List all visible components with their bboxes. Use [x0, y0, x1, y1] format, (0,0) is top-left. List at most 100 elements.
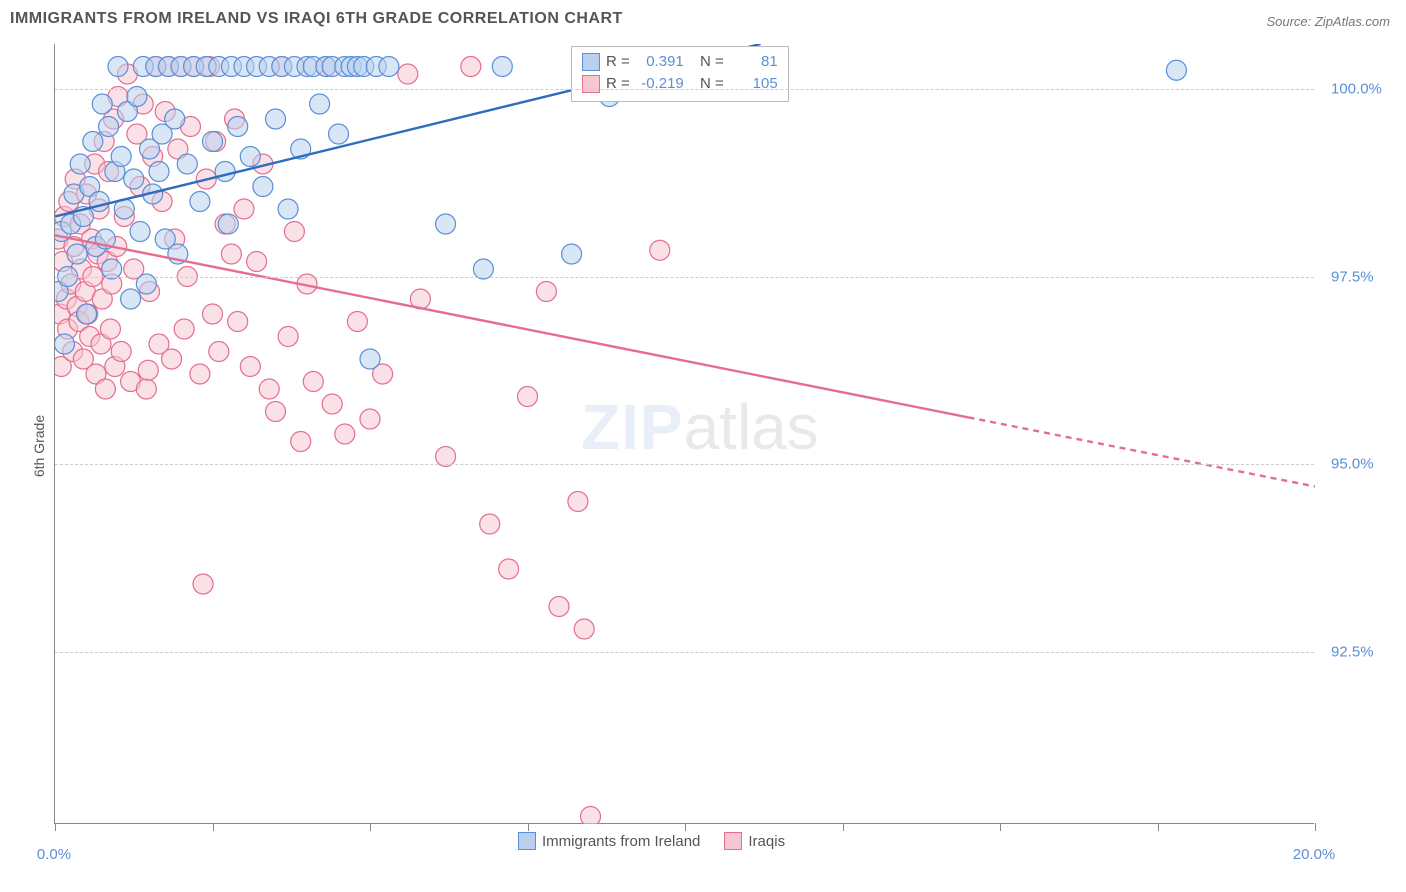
- point-series-a: [303, 57, 323, 77]
- point-series-b: [291, 432, 311, 452]
- point-series-b: [55, 229, 68, 249]
- point-series-b: [65, 169, 85, 189]
- point-series-a: [360, 349, 380, 369]
- point-series-b: [190, 364, 210, 384]
- point-series-b: [56, 289, 76, 309]
- point-series-a: [99, 117, 119, 137]
- point-series-a: [80, 177, 100, 197]
- point-series-b: [549, 597, 569, 617]
- x-tick: [1000, 823, 1001, 831]
- point-series-a: [228, 117, 248, 137]
- point-series-a: [73, 207, 93, 227]
- point-series-b: [184, 57, 204, 77]
- point-series-b: [136, 379, 156, 399]
- y-tick-label: 92.5%: [1331, 643, 1374, 660]
- point-series-b: [234, 199, 254, 219]
- point-series-b: [121, 372, 141, 392]
- trendline-series-b-dashed: [969, 417, 1316, 486]
- point-series-b: [480, 514, 500, 534]
- point-series-a: [86, 237, 106, 257]
- point-series-b: [55, 252, 73, 272]
- point-series-a: [354, 57, 374, 77]
- legend-label-b: Iraqis: [748, 833, 785, 850]
- point-series-b: [107, 237, 127, 257]
- point-series-b: [149, 334, 169, 354]
- point-series-b: [111, 342, 131, 362]
- source-name: ZipAtlas.com: [1315, 14, 1390, 29]
- point-series-a: [114, 199, 134, 219]
- point-series-a: [130, 222, 150, 242]
- point-series-b: [284, 222, 304, 242]
- point-series-b: [140, 282, 160, 302]
- gridline: [55, 464, 1314, 465]
- point-series-a: [436, 214, 456, 234]
- point-series-b: [55, 357, 71, 377]
- swatch-series-b: [582, 75, 600, 93]
- gridline: [55, 277, 1314, 278]
- y-axis-label: 6th Grade: [31, 415, 47, 477]
- point-series-a: [291, 139, 311, 159]
- point-series-a: [67, 244, 87, 264]
- swatch-series-b: [724, 832, 742, 850]
- point-series-b: [461, 57, 481, 77]
- point-series-a: [221, 57, 241, 77]
- point-series-b: [138, 360, 158, 380]
- point-series-b: [168, 139, 188, 159]
- point-series-a: [240, 147, 260, 167]
- x-tick: [528, 823, 529, 831]
- source-attribution: Source: ZipAtlas.com: [1266, 14, 1390, 29]
- point-series-a: [146, 57, 166, 77]
- point-series-b: [322, 394, 342, 414]
- point-series-a: [259, 57, 279, 77]
- point-series-b: [117, 64, 137, 84]
- x-tick-label: 0.0%: [37, 846, 71, 863]
- point-series-b: [155, 102, 175, 122]
- point-series-b: [146, 57, 166, 77]
- point-series-a: [297, 57, 317, 77]
- legend-item-b: Iraqis: [724, 832, 785, 850]
- point-series-b: [82, 229, 102, 249]
- point-series-a: [284, 57, 304, 77]
- point-series-b: [240, 357, 260, 377]
- point-series-b: [88, 244, 108, 264]
- point-series-a: [203, 132, 223, 152]
- point-series-b: [278, 327, 298, 347]
- point-series-a: [253, 177, 273, 197]
- point-series-b: [536, 282, 556, 302]
- point-series-b: [69, 312, 89, 332]
- gridline: [55, 89, 1314, 90]
- point-series-a: [184, 57, 204, 77]
- point-series-a: [190, 192, 210, 212]
- point-series-b: [225, 109, 245, 129]
- point-series-b: [174, 319, 194, 339]
- point-series-b: [59, 192, 79, 212]
- point-series-a: [155, 229, 175, 249]
- point-series-a: [83, 132, 103, 152]
- point-series-b: [180, 117, 200, 137]
- point-series-b: [228, 312, 248, 332]
- point-series-b: [91, 334, 111, 354]
- point-series-a: [95, 229, 115, 249]
- point-series-b: [410, 289, 430, 309]
- point-series-a: [266, 109, 286, 129]
- point-series-a: [55, 282, 68, 302]
- stat-a-n: 81: [730, 51, 778, 73]
- point-series-a: [89, 192, 109, 212]
- point-series-b: [143, 147, 163, 167]
- point-series-b: [266, 402, 286, 422]
- legend-item-a: Immigrants from Ireland: [518, 832, 700, 850]
- point-series-a: [152, 124, 172, 144]
- point-series-a: [247, 57, 267, 77]
- point-series-a: [562, 244, 582, 264]
- point-series-b: [253, 154, 273, 174]
- stats-box: R = 0.391 N = 81 R = -0.219 N = 105: [571, 46, 789, 102]
- point-series-a: [379, 57, 399, 77]
- point-series-b: [105, 357, 125, 377]
- point-series-a: [55, 334, 74, 354]
- point-series-b: [95, 379, 115, 399]
- y-tick-label: 97.5%: [1331, 268, 1374, 285]
- point-series-b: [99, 162, 119, 182]
- point-series-a: [143, 184, 163, 204]
- point-series-b: [86, 364, 106, 384]
- point-series-a: [196, 57, 216, 77]
